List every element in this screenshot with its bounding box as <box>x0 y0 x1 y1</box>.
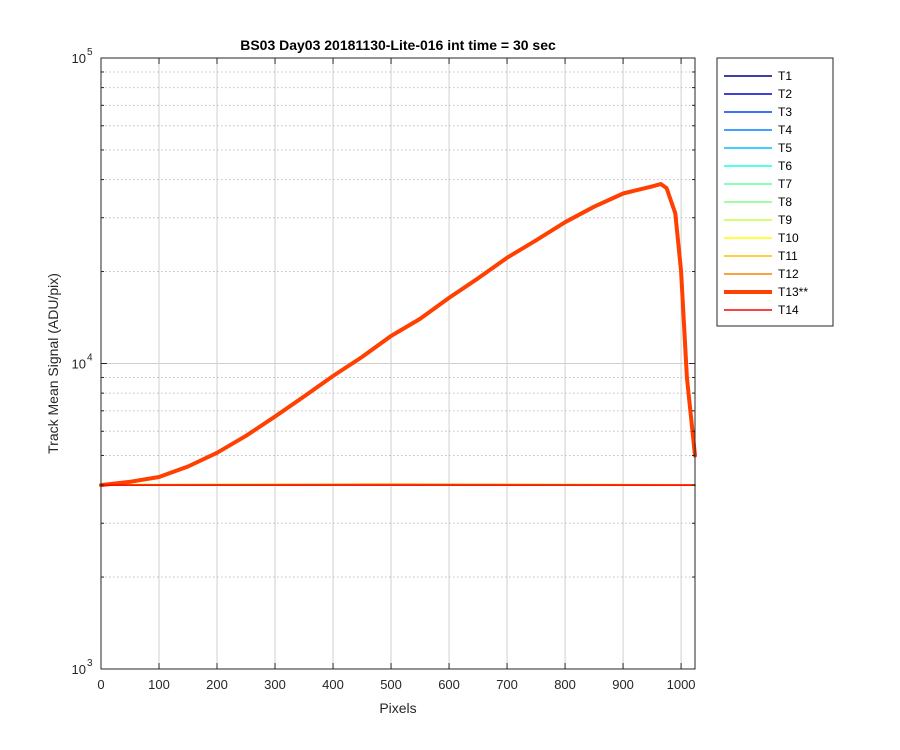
y-tick-label-exponent: 3 <box>87 658 93 669</box>
legend-entry-label: T7 <box>778 177 792 191</box>
x-tick-label: 900 <box>612 677 634 692</box>
x-tick-label: 1000 <box>667 677 696 692</box>
x-tick-label: 0 <box>97 677 104 692</box>
x-tick-label: 300 <box>264 677 286 692</box>
x-tick-label: 600 <box>438 677 460 692</box>
legend-entry-label: T6 <box>778 159 792 173</box>
x-tick-label: 800 <box>554 677 576 692</box>
series-layer <box>99 182 697 488</box>
y-tick-label-exponent: 5 <box>87 47 93 58</box>
legend-entry-label: T4 <box>778 123 792 137</box>
legend-entry-label: T5 <box>778 141 792 155</box>
y-tick-label-base: 10 <box>72 662 86 677</box>
y-tick-label-exponent: 4 <box>87 353 93 364</box>
series-line-t13 <box>99 182 697 488</box>
grid <box>101 58 695 669</box>
y-tick-label-base: 10 <box>72 51 86 66</box>
legend-box <box>716 57 834 327</box>
x-tick-label: 400 <box>322 677 344 692</box>
legend: T1 T2 T3 T4 T5 T6 T7 T8 T9 T10 T11 T12 T13** T14 <box>716 57 834 327</box>
legend-entry-label: T2 <box>778 87 792 101</box>
x-axis-label: Pixels <box>379 700 416 716</box>
y-tick-label-base: 10 <box>72 357 86 372</box>
legend-entry-label: T14 <box>778 303 799 317</box>
legend-entry-label: T1 <box>778 69 792 83</box>
legend-entry-label: T10 <box>778 231 799 245</box>
legend-entry-label: T3 <box>778 105 792 119</box>
legend-entry-label: T9 <box>778 213 792 227</box>
x-tick-label: 700 <box>496 677 518 692</box>
legend-entry-label: T12 <box>778 267 799 281</box>
legend-entry-label: T13** <box>778 285 808 299</box>
x-tick-label: 200 <box>206 677 228 692</box>
legend-entry-label: T11 <box>778 249 798 263</box>
legend-entry-label: T8 <box>778 195 792 209</box>
x-tick-label: 100 <box>148 677 170 692</box>
x-tick-label: 500 <box>380 677 402 692</box>
chart-title: BS03 Day03 20181130-Lite-016 int time = … <box>240 37 556 53</box>
y-axis-label: Track Mean Signal (ADU/pix) <box>45 273 61 454</box>
